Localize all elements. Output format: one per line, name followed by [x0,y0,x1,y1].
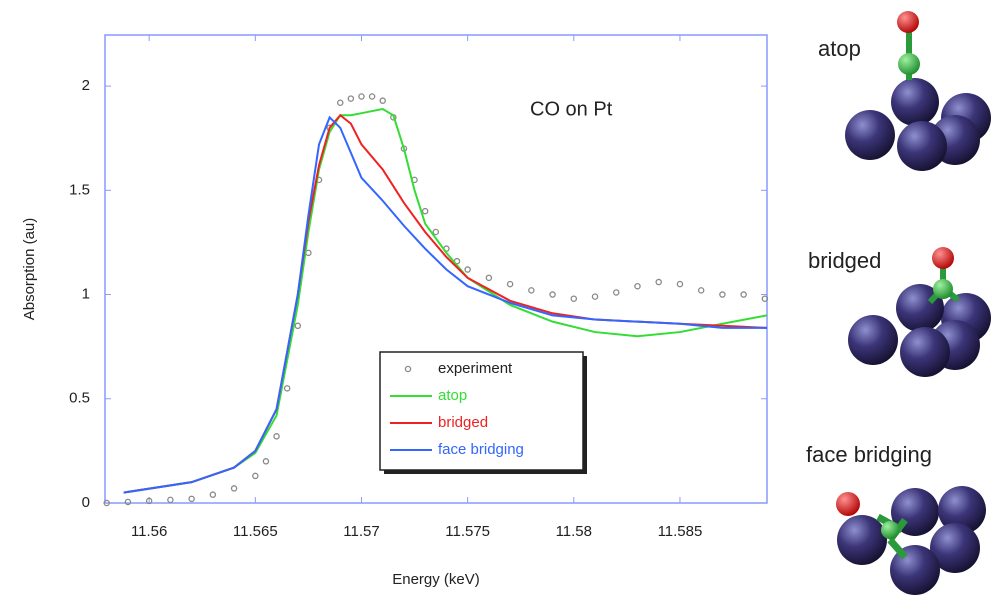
data-point [432,228,440,236]
annotation: CO on Pt [530,98,613,120]
data-point [676,280,684,288]
atop-model [845,11,991,171]
series-line [123,107,768,494]
data-point [464,266,471,273]
legend-marker [404,365,412,373]
data-point [549,291,556,298]
data-point [209,491,217,498]
illustration-label: face bridging [806,442,932,467]
data-point [368,93,376,100]
x-tick-label: 11.57 [343,523,379,540]
data-point [252,472,259,480]
x-tick-label: 11.575 [445,523,490,540]
legend-label: face bridging [438,441,524,458]
data-point [230,485,238,492]
x-axis-label: Energy (keV) [392,571,480,588]
data-point [613,289,620,296]
data-point [336,99,344,107]
data-point [379,97,386,104]
data-point [761,295,769,302]
y-tick-label: 0 [82,494,90,511]
illustration-label: atop [818,36,861,61]
data-point [273,433,280,440]
plot: 11.56 11.565 11.57 11.575 11.58 11.585 0 0.5 1 1.… [21,34,769,588]
face-bridging-model [836,486,986,595]
data-point [421,207,429,215]
data-point [124,498,132,506]
plot-frame [104,34,768,504]
illustration-label: bridged [808,248,881,273]
legend-label: atop [438,387,467,404]
data-point [591,293,599,300]
data-point [283,385,291,392]
legend-label: bridged [438,414,488,431]
data-point [634,282,641,290]
x-tick-label: 11.585 [658,523,703,540]
data-point [719,291,726,298]
bridged-model [848,247,991,377]
y-tick-label: 2 [82,77,90,94]
data-point [188,495,195,503]
y-axis-label: Absorption (au) [21,218,38,321]
x-tick-label: 11.58 [556,523,592,540]
data-point [262,458,270,465]
data-point [697,287,705,294]
data-point [506,280,514,288]
data-point [485,274,493,282]
series-line [123,115,767,494]
data-point [655,278,662,286]
data-point [167,496,174,504]
data-point [528,287,535,294]
x-tick-label: 11.565 [233,523,278,540]
y-tick-label: 1.5 [69,181,90,198]
x-tick-label: 11.56 [131,523,167,540]
data-point [294,322,302,330]
y-tick-label: 0.5 [69,390,90,407]
legend-label: experiment [438,360,513,377]
data-point [347,95,355,102]
data-point [740,291,747,298]
data-point [358,93,365,100]
data-point [103,499,110,507]
y-tick-label: 1 [82,286,90,303]
data-point [570,295,578,302]
data-point [145,497,153,505]
